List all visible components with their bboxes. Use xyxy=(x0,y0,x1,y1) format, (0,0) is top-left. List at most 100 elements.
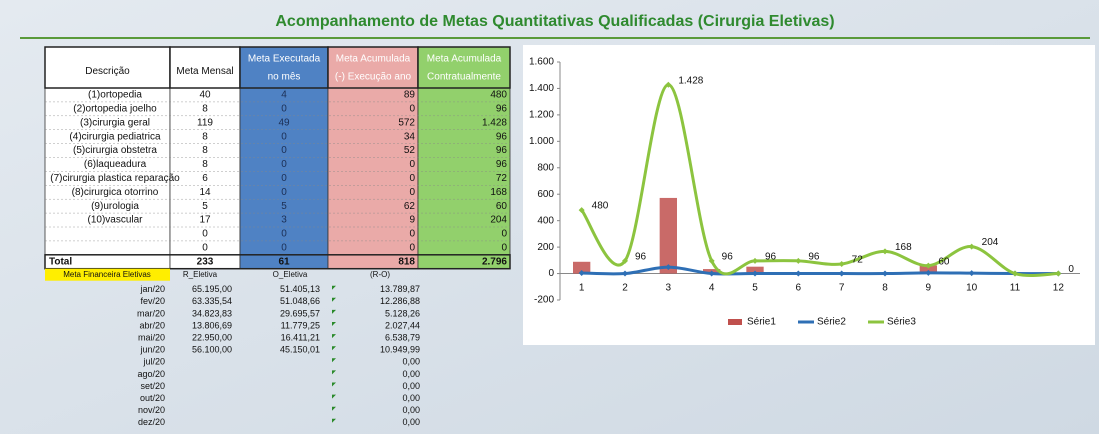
legend-label: Série3 xyxy=(887,317,916,328)
table-cell: 0 xyxy=(281,229,287,240)
table-cell: 0 xyxy=(501,242,507,253)
table-cell: 0 xyxy=(281,131,287,142)
series-line xyxy=(581,265,1059,276)
table-cell: 34 xyxy=(404,131,416,142)
table-cell: (8)cirurgica otorrino xyxy=(72,187,159,198)
y-tick-label: 800 xyxy=(537,162,554,173)
table-cell: 40 xyxy=(199,90,211,101)
cell-flag xyxy=(332,382,336,387)
table-cell: 5 xyxy=(281,201,287,212)
x-tick-label: 12 xyxy=(1053,283,1065,294)
data-label: 0 xyxy=(1068,264,1074,275)
column-header: Descrição xyxy=(85,66,130,77)
data-label: 96 xyxy=(722,252,734,263)
finance-cell: 0,00 xyxy=(402,369,420,379)
point xyxy=(665,264,672,271)
cell-flag xyxy=(332,358,336,363)
table-cell: 96 xyxy=(496,131,508,142)
table-cell: 6 xyxy=(202,173,208,184)
point xyxy=(882,248,888,255)
point xyxy=(578,270,585,277)
point xyxy=(708,257,715,264)
legend-swatch xyxy=(728,319,742,325)
table-cell: 0 xyxy=(281,187,287,198)
header-cell xyxy=(169,46,241,89)
point xyxy=(925,262,932,269)
cell-flag xyxy=(332,322,336,326)
point xyxy=(838,261,845,268)
table-cell: 0 xyxy=(281,103,287,114)
data-label: 60 xyxy=(938,256,950,267)
data-label: 96 xyxy=(635,252,647,263)
table-cell: 0 xyxy=(409,159,415,170)
table-cell: 0 xyxy=(281,159,287,170)
finance-header: (R-O) xyxy=(370,270,390,279)
table-cell: 480 xyxy=(490,90,507,101)
cell-flag xyxy=(332,334,336,339)
table-cell: 0 xyxy=(409,187,415,198)
point xyxy=(622,270,628,277)
finance-label: Meta Financeira Eletivas xyxy=(63,270,151,279)
x-tick-label: 5 xyxy=(752,283,758,294)
point xyxy=(968,270,975,277)
x-tick-label: 11 xyxy=(1010,283,1021,294)
table-cell: 62 xyxy=(404,201,416,212)
finance-cell: 63.335,54 xyxy=(192,296,232,306)
finance-cell: 11.779,25 xyxy=(281,320,320,330)
table-cell: 0 xyxy=(281,145,287,156)
point xyxy=(1012,270,1018,277)
table-cell: 0 xyxy=(501,229,507,240)
point xyxy=(708,270,715,277)
cell-flag xyxy=(332,370,336,375)
table-cell: 0 xyxy=(202,229,208,240)
point xyxy=(882,270,888,277)
finance-cell: 0,00 xyxy=(402,357,420,367)
y-tick-label: 1.600 xyxy=(529,57,554,68)
finance-cell: dez/20 xyxy=(138,417,165,427)
finance-cell: 51.048,66 xyxy=(280,296,320,306)
bar xyxy=(746,266,764,274)
x-tick-label: 6 xyxy=(796,283,802,294)
data-label: 96 xyxy=(765,252,777,263)
y-tick-label: 1.000 xyxy=(529,136,554,147)
table-cell: 3 xyxy=(281,215,287,226)
table-cell: 5 xyxy=(202,201,208,212)
cell-flag xyxy=(332,394,336,399)
x-tick-label: 2 xyxy=(622,283,628,294)
table-cell: 119 xyxy=(197,117,213,128)
table-cell: 14 xyxy=(199,187,211,198)
point xyxy=(795,257,802,264)
finance-cell: jun/20 xyxy=(139,345,165,355)
table-cell: 0 xyxy=(409,173,415,184)
finance-cell: 29.695,57 xyxy=(280,308,320,318)
cell-flag xyxy=(332,346,336,351)
table-cell: 9 xyxy=(409,215,415,226)
y-tick-label: 600 xyxy=(537,189,554,200)
table-cell: (2)ortopedia joelho xyxy=(73,103,157,114)
data-label: 480 xyxy=(592,201,609,212)
point xyxy=(925,269,932,276)
finance-cell: 45.150,01 xyxy=(280,345,320,355)
finance-cell: 34.823,83 xyxy=(192,308,232,318)
table-cell: 8 xyxy=(202,103,208,114)
y-tick-label: 0 xyxy=(548,268,554,279)
finance-cell: mai/20 xyxy=(138,332,165,342)
table-cell: 8 xyxy=(202,145,208,156)
column-header: Meta Acumulada xyxy=(336,54,411,65)
finance-cell: 65.195,00 xyxy=(192,284,232,294)
y-tick-label: -200 xyxy=(534,295,554,306)
table-cell: (3)cirurgia geral xyxy=(80,117,150,128)
data-label: 72 xyxy=(852,255,864,266)
x-tick-label: 10 xyxy=(966,283,978,294)
table-cell: 168 xyxy=(490,187,507,198)
point xyxy=(665,81,672,88)
y-tick-label: 1.400 xyxy=(529,83,554,94)
table-cell: 1.428 xyxy=(482,117,507,128)
table-cell: 96 xyxy=(496,103,508,114)
table-cell: 52 xyxy=(404,145,416,156)
header-cell xyxy=(44,46,171,89)
finance-cell: 0,00 xyxy=(402,381,420,391)
column-header: (-) Execução ano xyxy=(335,72,412,83)
total-cell: 233 xyxy=(197,256,214,267)
